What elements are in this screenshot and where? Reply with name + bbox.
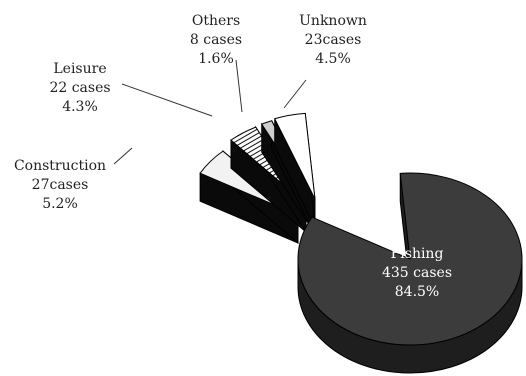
- pie-slices: [199, 112, 523, 374]
- data-label-fishing-name: Fishing: [391, 246, 444, 262]
- data-label-leisure-name: Leisure: [53, 61, 106, 77]
- slice-top: [274, 112, 316, 200]
- data-label-unknown-cases: 23cases: [305, 32, 362, 48]
- data-label-others-name: Others: [192, 13, 240, 29]
- leader-line-leisure: [121, 83, 213, 117]
- slice-top: [297, 172, 523, 346]
- data-label-leisure-cases: 22 cases: [49, 80, 110, 96]
- leader-line-others: [235, 59, 243, 113]
- data-label-unknown-name: Unknown: [299, 13, 367, 29]
- data-label-others-cases: 8 cases: [190, 32, 242, 48]
- data-label-fishing-cases: 435 cases: [382, 265, 452, 281]
- data-label-construction-pct: 5.2%: [42, 196, 78, 212]
- leader-line-construction: [113, 147, 133, 165]
- leader-line-unknown: [283, 79, 307, 109]
- data-label-construction-name: Construction: [14, 158, 106, 174]
- pie-slice-fishing: [297, 172, 523, 374]
- data-label-fishing-pct: 84.5%: [395, 284, 439, 300]
- data-label-construction-cases: 27cases: [32, 177, 89, 193]
- pie-slice-unknown: [274, 112, 316, 228]
- slice-labels: Fishing 435 cases 84.5% Construction 27cases…: [14, 13, 452, 300]
- leader-lines: [113, 59, 307, 165]
- data-label-others-pct: 1.6%: [198, 51, 234, 67]
- data-label-leisure-pct: 4.3%: [62, 99, 98, 115]
- data-label-unknown-pct: 4.5%: [315, 51, 351, 67]
